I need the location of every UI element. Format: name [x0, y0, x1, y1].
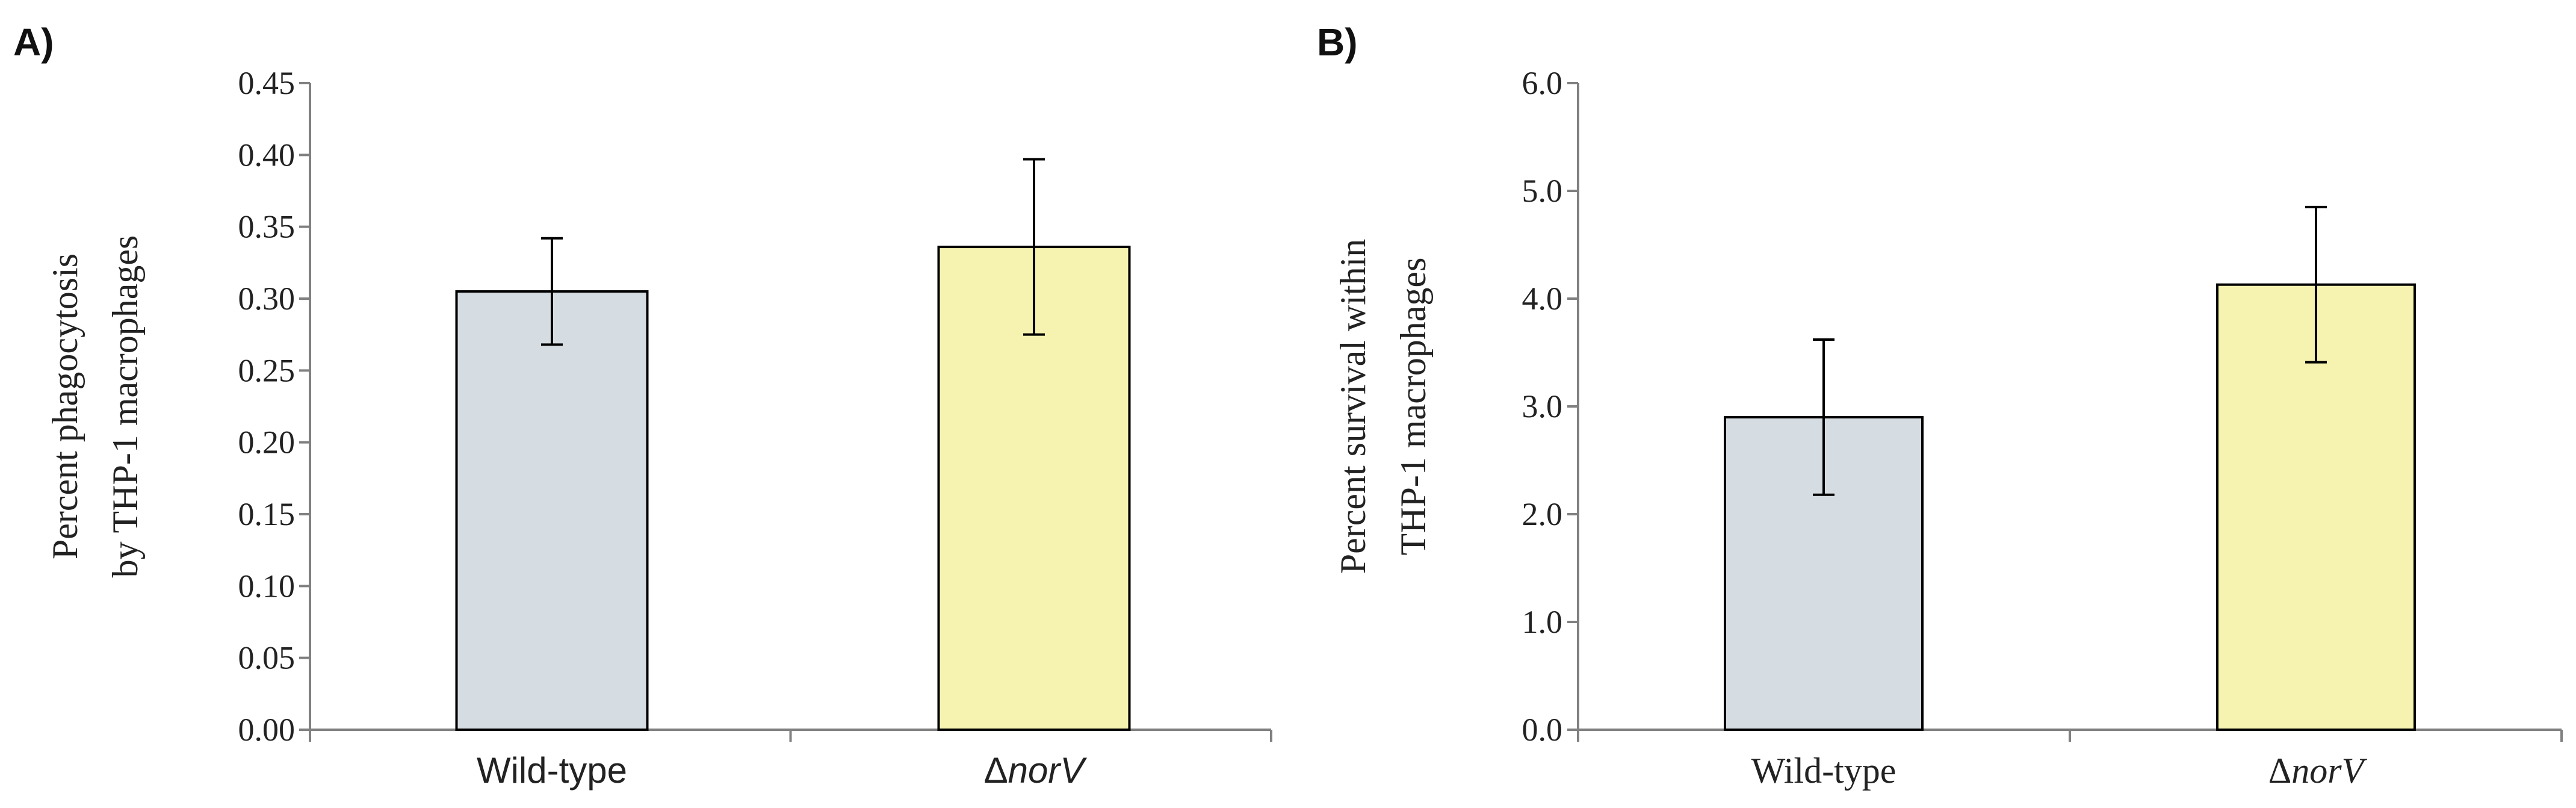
category-prefix: Δ	[2268, 751, 2292, 791]
panel-label: A)	[13, 20, 54, 64]
y-tick-label: 6.0	[1522, 65, 1563, 101]
y-tick-label: 0.05	[238, 640, 296, 676]
y-tick-label: 0.25	[238, 352, 296, 388]
y-tick-label: 5.0	[1522, 173, 1563, 209]
y-tick-label: 3.0	[1522, 388, 1563, 424]
y-axis-title: Percent phagocytosis	[45, 253, 85, 559]
category-prefix: Δ	[984, 750, 1008, 791]
panel-a-chart: A) 0.00 0.05 0.10 0.15 0.20 0.25 0.30 0.35 0.40 0.…	[13, 20, 1272, 791]
y-tick-label: 2.0	[1522, 496, 1563, 532]
y-tick-label: 0.10	[238, 568, 296, 604]
y-tick-label: 0.20	[238, 424, 296, 461]
x-category-label: Wild-type	[1751, 751, 1896, 791]
panel-label: B)	[1317, 20, 1358, 64]
y-axis-title: by THP-1 macrophages	[105, 235, 145, 578]
y-axis-title: Percent survival within	[1333, 239, 1373, 574]
y-axis-title: THP-1 macrophages	[1393, 258, 1433, 556]
category-italic: norV	[2291, 751, 2367, 791]
y-tick-label: 0.40	[238, 137, 296, 173]
category-text: Wild-type	[477, 750, 627, 791]
y-tick-label: 0.00	[238, 712, 296, 748]
y-tick-label: 0.35	[238, 209, 296, 245]
error-bar	[2305, 205, 2327, 364]
y-tick-label: 0.0	[1522, 712, 1563, 748]
panel-b-chart: B) 0.0 1.0 2.0 3.0 4.0 5.0 6.0 Wild-type ΔnorV Per…	[1317, 20, 2563, 791]
y-tick-label: 4.0	[1522, 281, 1563, 317]
x-category-label: ΔnorV	[984, 750, 1088, 791]
y-tick-label: 0.15	[238, 496, 296, 532]
error-bar	[1813, 338, 1834, 496]
y-tick-label: 0.30	[238, 281, 296, 317]
error-bar	[1023, 158, 1045, 336]
category-text: Wild-type	[1751, 751, 1896, 791]
x-category-label: ΔnorV	[2268, 751, 2368, 791]
error-bar	[541, 237, 563, 346]
category-italic: norV	[1008, 750, 1088, 791]
y-tick-label: 1.0	[1522, 604, 1563, 640]
y-tick-label: 0.45	[238, 65, 296, 101]
bar	[455, 290, 649, 732]
x-category-label: Wild-type	[477, 750, 627, 791]
